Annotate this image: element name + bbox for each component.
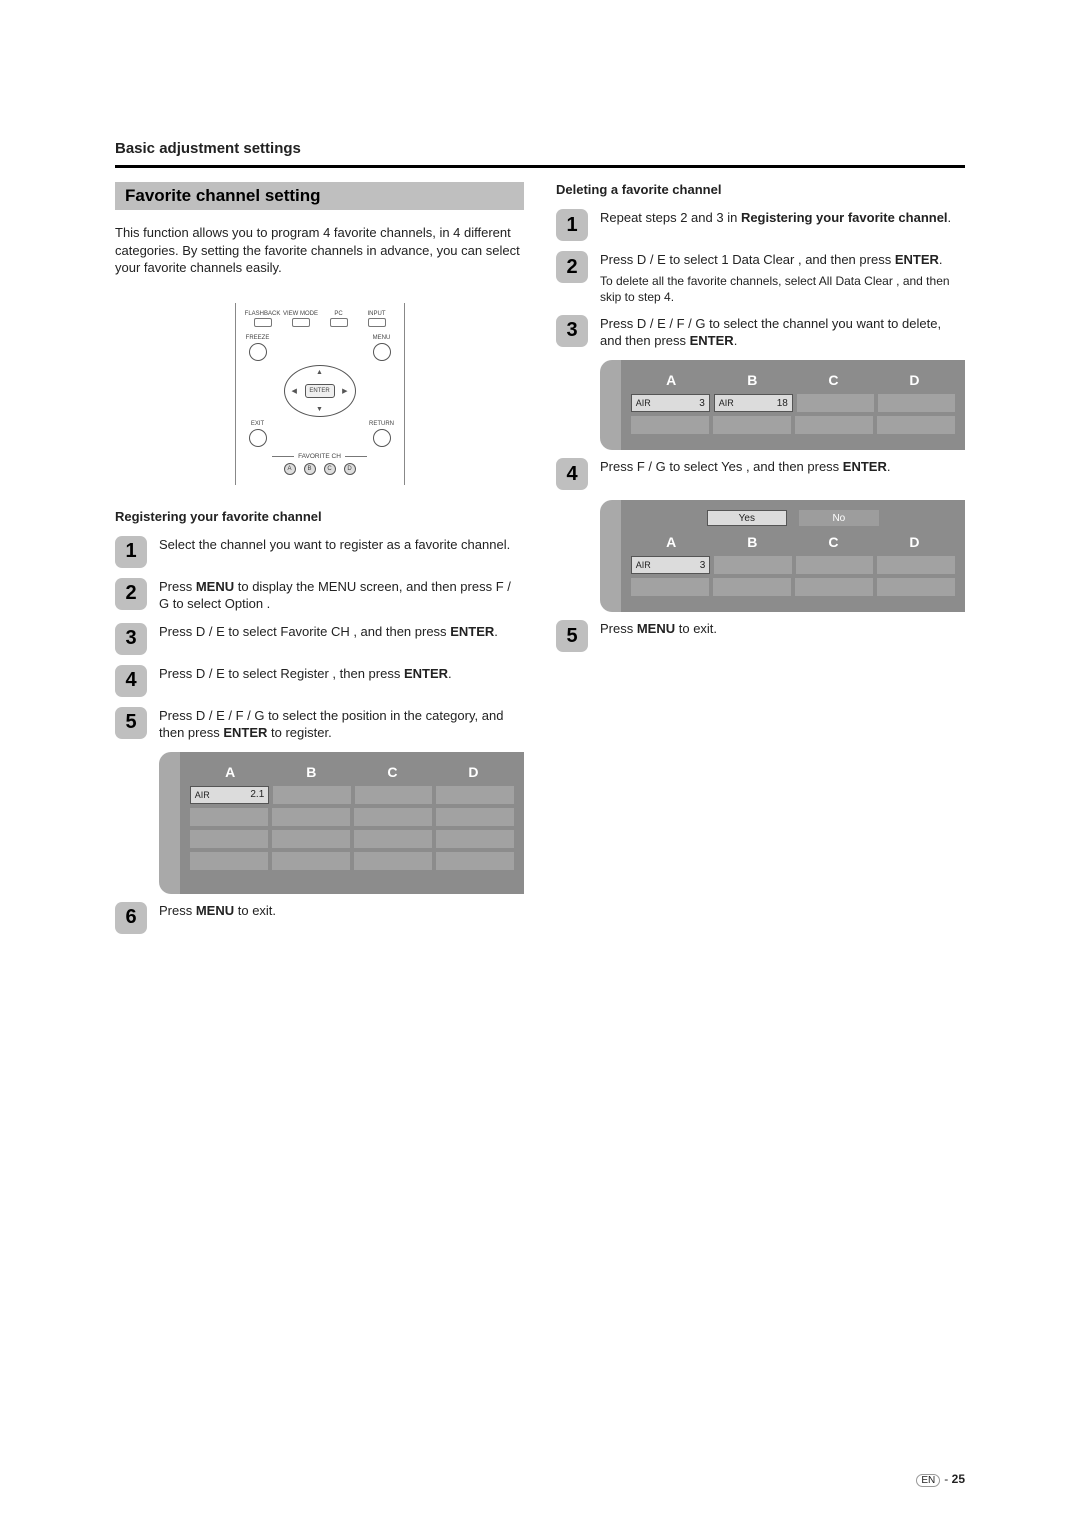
step: 1 Repeat steps 2 and 3 in Registering you… — [556, 209, 965, 241]
remote-illustration: FLASHBACKVIEW MODEPCINPUT FREEZE MENU ▲ … — [115, 303, 524, 485]
step-text: Press D / E / F / G to select the channe… — [600, 315, 965, 350]
subheading-register: Registering your favorite channel — [115, 509, 524, 524]
step: 1 Select the channel you want to register… — [115, 536, 524, 568]
step-number: 1 — [556, 209, 588, 241]
step-text: Press F / G to select Yes , and then pre… — [600, 458, 965, 490]
freeze-button — [249, 343, 267, 361]
page-footer: EN- 25 — [916, 1472, 965, 1486]
step: 5 Press MENU to exit. — [556, 620, 965, 652]
step: 2 Press MENU to display the MENU screen, … — [115, 578, 524, 613]
step-text: Select the channel you want to register … — [159, 536, 524, 568]
step: 3 Press D / E to select Favorite CH , and… — [115, 623, 524, 655]
section-banner: Favorite channel setting — [115, 182, 524, 210]
step: 2 Press D / E to select 1 Data Clear , an… — [556, 251, 965, 305]
step-number: 3 — [556, 315, 588, 347]
step-number: 2 — [115, 578, 147, 610]
no-option: No — [799, 510, 879, 526]
step-number: 6 — [115, 902, 147, 934]
menu-button — [373, 343, 391, 361]
subheading-delete: Deleting a favorite channel — [556, 182, 965, 197]
channel-table: ABCDAIR2.1 — [159, 752, 524, 894]
step-text: Press MENU to display the MENU screen, a… — [159, 578, 524, 613]
step-text: Press D / E / F / G to select the positi… — [159, 707, 524, 742]
step: 4 Press D / E to select Register , then p… — [115, 665, 524, 697]
page-header: Basic adjustment settings — [115, 140, 965, 157]
step-number: 4 — [556, 458, 588, 490]
step-number: 2 — [556, 251, 588, 283]
step-text: Press MENU to exit. — [600, 620, 965, 652]
channel-table: YesNoABCDAIR3 — [600, 500, 965, 612]
step-text: Repeat steps 2 and 3 in Registering your… — [600, 209, 965, 241]
step-number: 5 — [115, 707, 147, 739]
enter-button: ENTER — [305, 384, 335, 398]
step-number: 4 — [115, 665, 147, 697]
step-number: 5 — [556, 620, 588, 652]
step: 6 Press MENU to exit. — [115, 902, 524, 934]
step-number: 1 — [115, 536, 147, 568]
step: 4 Press F / G to select Yes , and then pr… — [556, 458, 965, 490]
step-text: Press D / E to select Favorite CH , and … — [159, 623, 524, 655]
step: 3 Press D / E / F / G to select the chann… — [556, 315, 965, 350]
channel-table: ABCDAIR3AIR18 — [600, 360, 965, 450]
right-column: Deleting a favorite channel 1 Repeat step… — [556, 182, 965, 944]
step-text: Press MENU to exit. — [159, 902, 524, 934]
step-text: Press D / E to select 1 Data Clear , and… — [600, 251, 965, 305]
step-number: 3 — [115, 623, 147, 655]
exit-button — [249, 429, 267, 447]
step-text: Press D / E to select Register , then pr… — [159, 665, 524, 697]
return-button — [373, 429, 391, 447]
header-rule — [115, 165, 965, 168]
step: 5 Press D / E / F / G to select the posit… — [115, 707, 524, 742]
dpad: ▲ ▼ ◀ ▶ ENTER — [284, 365, 356, 417]
intro-text: This function allows you to program 4 fa… — [115, 224, 524, 277]
left-column: Favorite channel setting This function a… — [115, 182, 524, 944]
yes-option: Yes — [707, 510, 787, 526]
